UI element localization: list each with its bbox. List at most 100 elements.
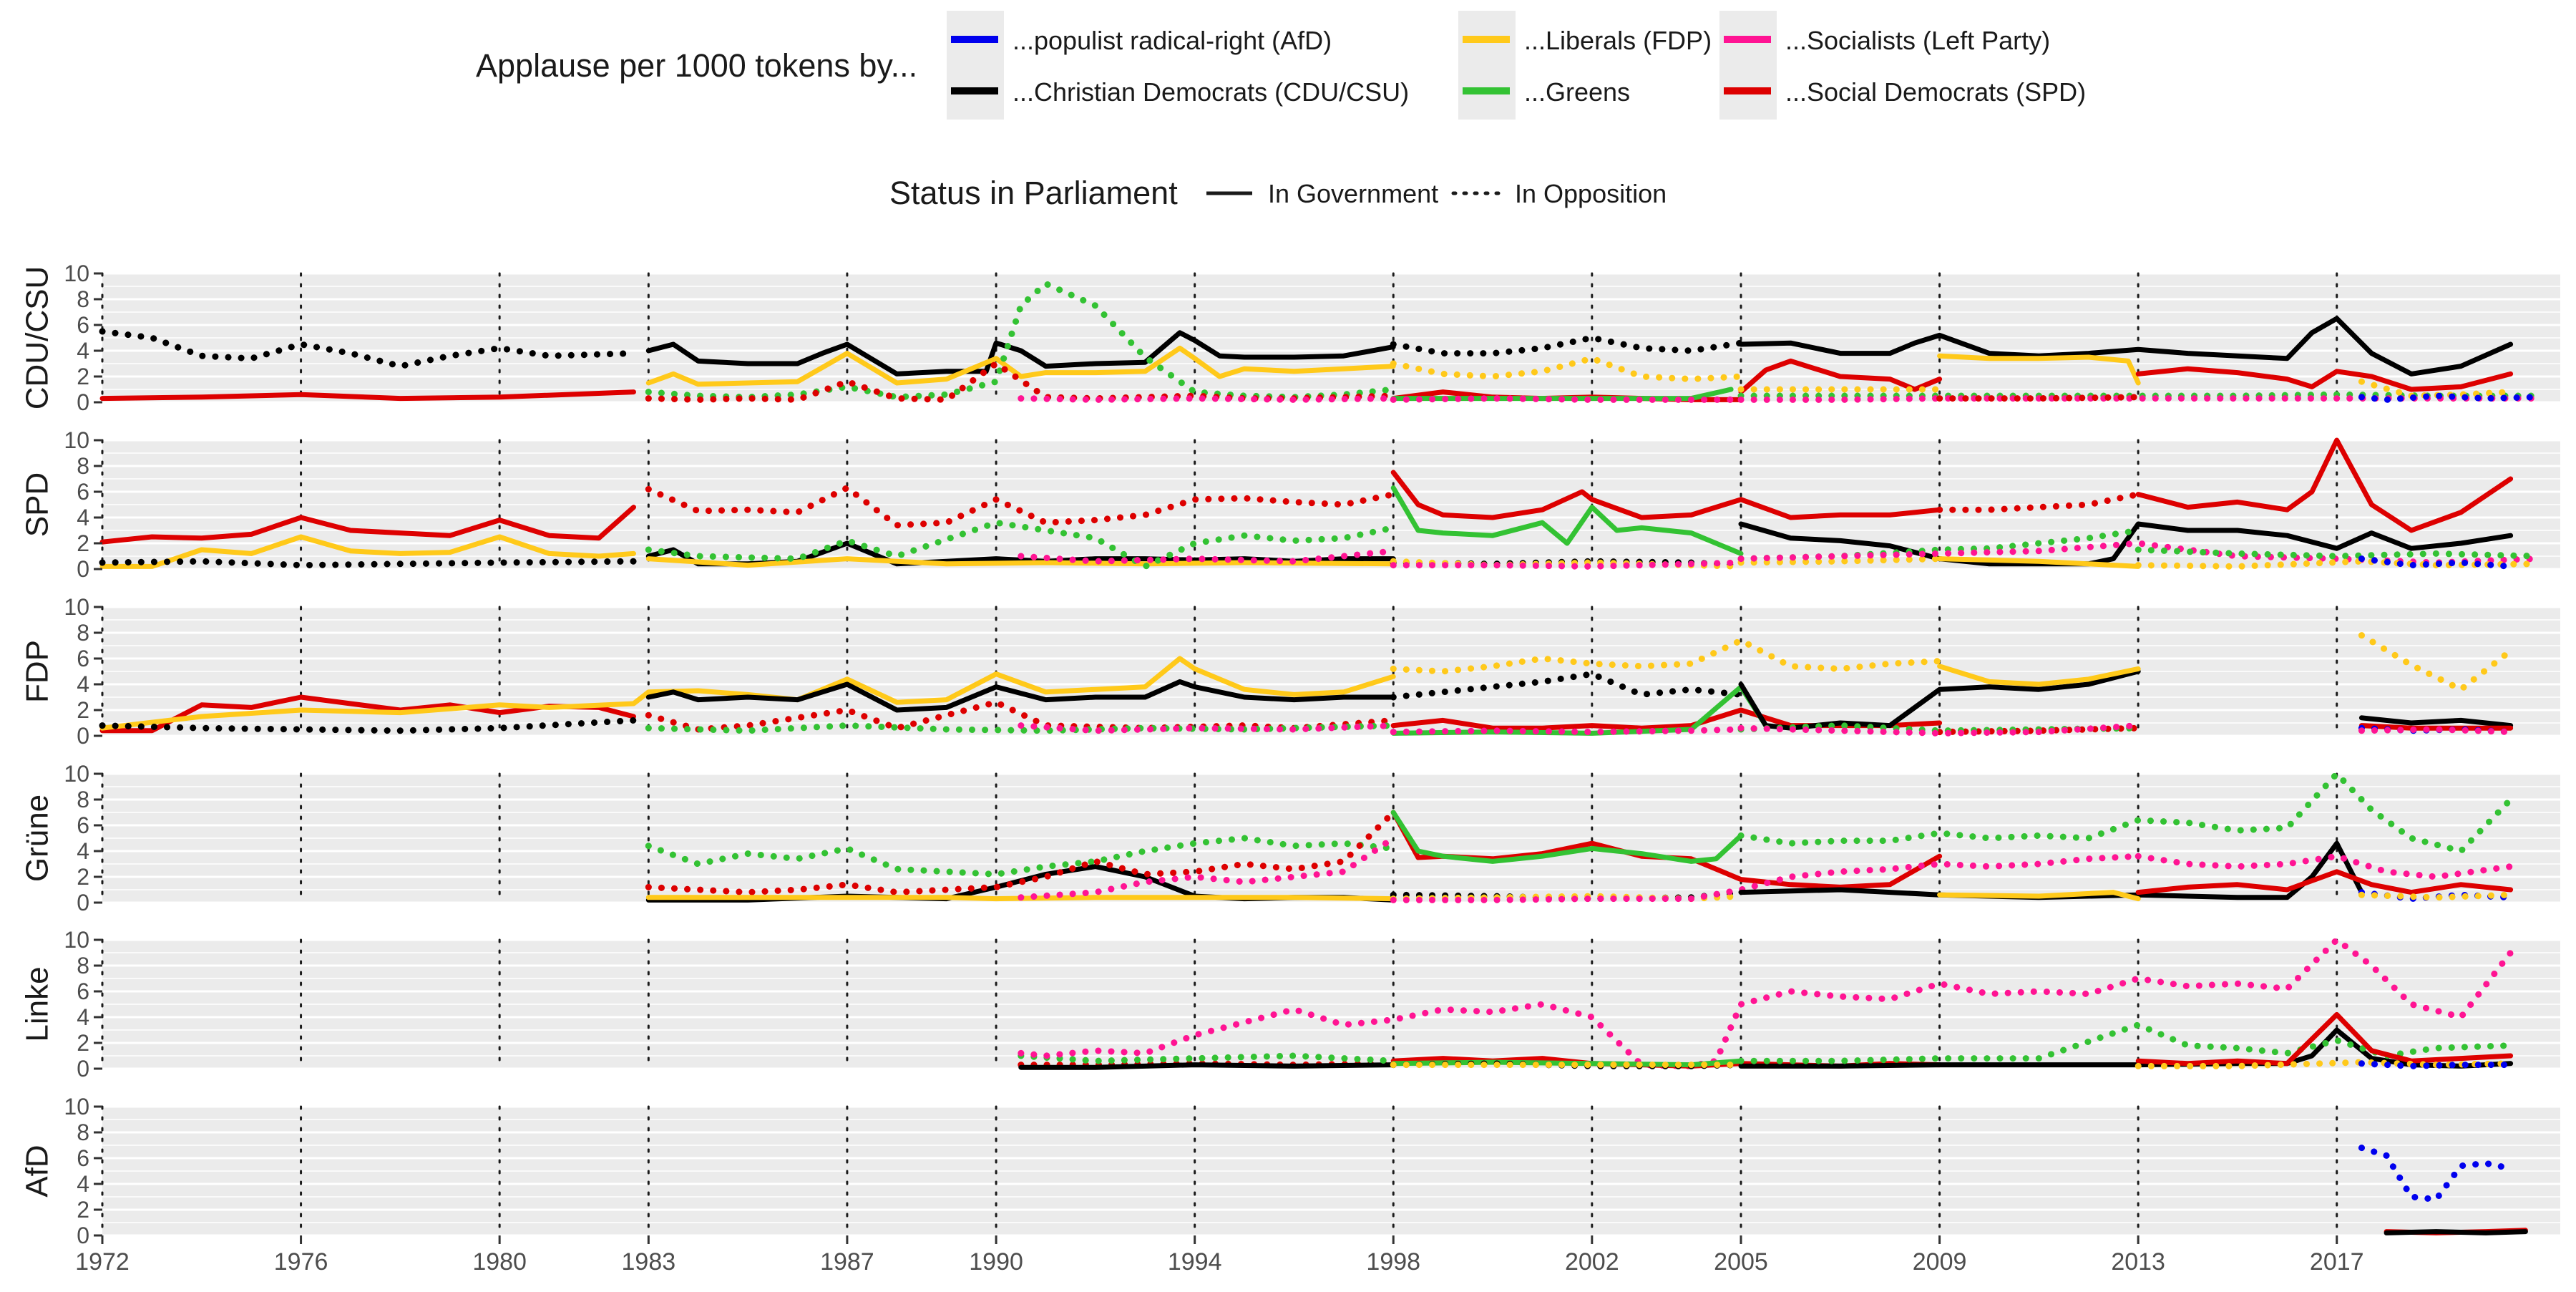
x-tick-label: 1972 — [75, 1248, 130, 1276]
y-tick-label: 6 — [77, 646, 89, 671]
facet-label: CDU/CSU — [20, 266, 55, 409]
legend-label: ...Liberals (FDP) — [1524, 26, 1712, 55]
legend-item-cdu: ...Christian Democrats (CDU/CSU) — [947, 62, 1409, 120]
series-line-linke-opposition — [1018, 722, 1397, 734]
series-line-linke-opposition — [1390, 395, 1745, 403]
series-line-linke-opposition — [1737, 540, 2539, 566]
series-line-afd-opposition — [2358, 555, 2514, 570]
y-tick-label: 6 — [77, 312, 89, 338]
series-line-cdu-government — [1018, 1062, 1396, 1070]
series-line-spd-opposition — [1936, 394, 2142, 402]
y-tick-label: 4 — [77, 1171, 89, 1197]
y-tick-label: 0 — [77, 890, 89, 915]
series-line-spd-government — [2135, 1011, 2514, 1067]
y-tick-label: 2 — [77, 697, 89, 723]
series-line-fdp-government — [645, 895, 1396, 902]
series-line-gruene-opposition — [1737, 1021, 2514, 1064]
series-line-spd-government — [2135, 366, 2514, 392]
y-tick-label: 8 — [77, 953, 89, 978]
y-tick-label: 4 — [77, 338, 89, 364]
y-tick-label: 4 — [77, 671, 89, 697]
legend-label: In Government — [1268, 179, 1438, 208]
series-line-linke-opposition — [1390, 853, 2142, 903]
x-tick-label: 2009 — [1913, 1248, 1967, 1276]
series-line-fdp-government — [99, 656, 1396, 731]
y-tick-label: 10 — [64, 761, 89, 787]
series-line-gruene-government — [1390, 810, 1744, 864]
legend: Applause per 1000 tokens by... Status in… — [476, 11, 2086, 220]
facet-label: Linke — [20, 966, 55, 1041]
series-line-fdp-government — [645, 345, 1396, 387]
series-line-spd-government — [2358, 723, 2514, 731]
series-line-cdu-government — [645, 679, 1396, 713]
series-line-linke-opposition — [1737, 722, 2142, 737]
series-line-fdp-government — [1937, 556, 2141, 569]
series-line-cdu-opposition — [1390, 671, 1745, 701]
legend-title-parties: Applause per 1000 tokens by... — [476, 47, 917, 84]
y-tick-label: 8 — [77, 286, 89, 312]
series-line-spd-opposition — [1018, 1060, 1397, 1069]
y-tick-label: 4 — [77, 1004, 89, 1030]
series-line-gruene-opposition — [1737, 527, 2142, 563]
legend-label: In Opposition — [1515, 179, 1667, 208]
legend-label: ...populist radical-right (AfD) — [1013, 26, 1332, 55]
series-line-gruene-opposition — [1018, 1052, 1397, 1064]
series-line-gruene-opposition — [645, 519, 1397, 570]
series-line-fdp-government — [1937, 890, 2141, 902]
series-line-spd-government — [1738, 358, 1943, 395]
y-tick-label: 0 — [77, 723, 89, 749]
series-line-fdp-opposition — [1390, 355, 1745, 383]
y-tick-label: 6 — [77, 479, 89, 505]
y-tick-label: 2 — [77, 864, 89, 890]
series-line-spd-government — [2135, 437, 2514, 533]
series-line-linke-opposition — [1390, 559, 1745, 570]
y-tick-label: 0 — [77, 389, 89, 415]
series-line-spd-government — [2135, 869, 2514, 895]
series-line-fdp-opposition — [2135, 558, 2539, 570]
series-line-afd-opposition — [2358, 392, 2539, 403]
x-tick-label: 1983 — [622, 1248, 676, 1276]
y-tick-label: 10 — [64, 927, 89, 953]
x-tick-label: 1976 — [274, 1248, 328, 1276]
legend-title-status: Status in Parliament — [889, 175, 1178, 211]
y-tick-label: 6 — [77, 978, 89, 1004]
x-tick-label: 1980 — [472, 1248, 527, 1276]
series-line-cdu-government — [1738, 521, 2514, 567]
y-tick-label: 4 — [77, 838, 89, 864]
y-tick-label: 2 — [77, 1030, 89, 1056]
y-tick-label: 10 — [64, 1094, 89, 1119]
series-line-gruene-opposition — [1737, 391, 2539, 399]
series-line-gruene-opposition — [1737, 770, 2514, 855]
legend-label: ...Christian Democrats (CDU/CSU) — [1013, 77, 1409, 107]
series-line-gruene-opposition — [2135, 546, 2539, 560]
x-tick-label: 1990 — [969, 1248, 1023, 1276]
y-tick-label: 0 — [77, 556, 89, 582]
series-line-spd-opposition — [1936, 491, 2142, 513]
x-tick-label: 2005 — [1714, 1248, 1768, 1276]
legend-item-afd: ...populist radical-right (AfD) — [947, 11, 1332, 68]
series-line-gruene-opposition — [645, 280, 1397, 401]
y-tick-label: 2 — [77, 364, 89, 389]
series-line-cdu-opposition — [99, 558, 637, 569]
y-tick-label: 8 — [77, 1119, 89, 1145]
x-tick-label: 1994 — [1168, 1248, 1222, 1276]
series-line-fdp-opposition — [2358, 891, 2514, 901]
series-line-linke-opposition — [2358, 726, 2514, 736]
series-line-fdp-government — [1937, 664, 2141, 687]
y-tick-label: 2 — [77, 1197, 89, 1223]
y-tick-label: 0 — [77, 1223, 89, 1248]
series-line-linke-opposition — [1018, 395, 1397, 403]
series-line-afd-opposition — [2358, 1060, 2514, 1069]
y-tick-label: 10 — [64, 427, 89, 453]
x-axis: 1972 1976 1980 1983 1987 1990 1994 1998 2002 2005… — [75, 1235, 2364, 1276]
series-line-spd-government — [1390, 470, 1943, 520]
series-line-fdp-opposition — [1390, 637, 1943, 675]
x-tick-label: 2002 — [1565, 1248, 1619, 1276]
x-tick-label: 2017 — [2310, 1248, 2364, 1276]
series-line-gruene-opposition — [1737, 722, 2142, 734]
